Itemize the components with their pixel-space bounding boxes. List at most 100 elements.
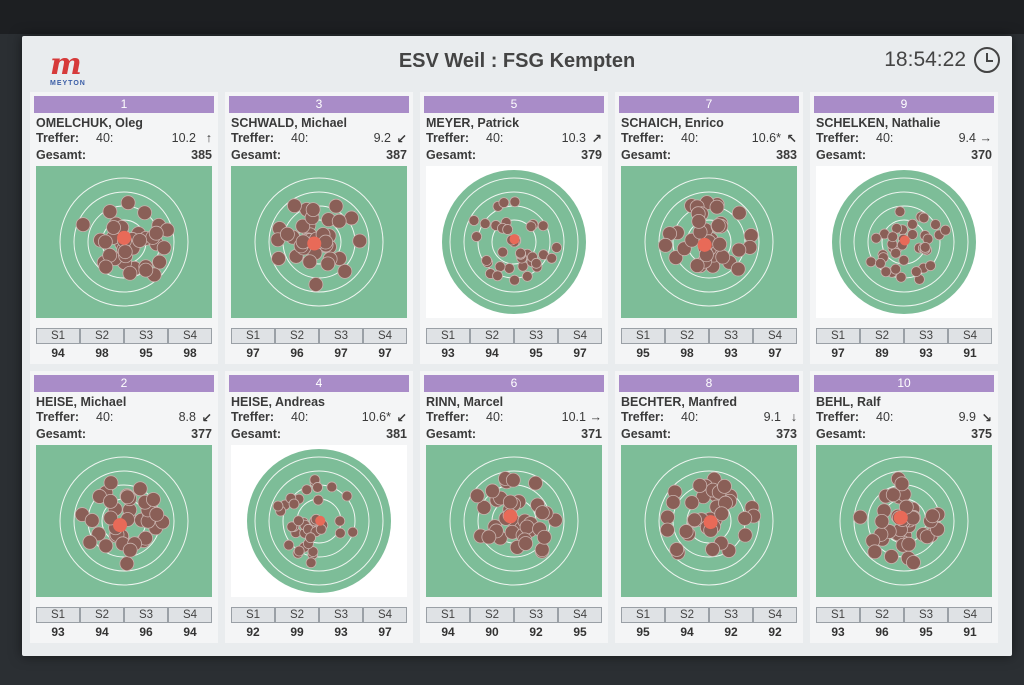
series-label: S1: [231, 607, 275, 623]
shot-marker: [103, 493, 118, 509]
shot-marker: [283, 539, 295, 551]
last-shot-marker: [899, 235, 910, 246]
treffer-label: Treffer:: [36, 131, 80, 145]
target-view: [36, 166, 212, 318]
direction-arrow-icon: ↑: [205, 131, 212, 145]
shot-marker: [481, 255, 492, 266]
shot-marker: [471, 231, 482, 242]
series-score: 91: [963, 346, 977, 360]
lane-card-2: 2 HEISE, Michael Treffer: 40: 8.8 ↙ Gesamt: 377…: [30, 371, 218, 643]
shot-marker: [870, 232, 882, 244]
series-score: 92: [768, 625, 782, 639]
last-shot-marker: [315, 515, 326, 526]
shot-marker: [852, 509, 868, 525]
shot-marker: [874, 257, 886, 269]
shot-marker: [97, 234, 113, 250]
series-label: S3: [514, 328, 558, 344]
lane-number: 3: [229, 96, 409, 113]
last-shot-marker: [503, 509, 518, 524]
series-score: 95: [636, 346, 650, 360]
series-score: 92: [529, 625, 543, 639]
direction-arrow-icon: ↙: [201, 411, 212, 425]
series-score: 94: [485, 346, 499, 360]
target-icon: [832, 170, 976, 314]
lane-number: 9: [814, 96, 994, 113]
direction-arrow-icon: ↓: [790, 410, 797, 424]
shot-marker: [479, 218, 491, 229]
series-score: 97: [246, 346, 260, 360]
total-score: 377: [191, 427, 212, 441]
series-scores: 95 94 92 92: [621, 625, 797, 641]
shot-marker: [149, 506, 165, 522]
target-icon: [247, 449, 391, 593]
shot-marker: [712, 236, 728, 252]
series-label: S2: [665, 607, 709, 623]
series-scores: 94 98 95 98: [36, 346, 212, 362]
last-shot-value: 9.1: [763, 410, 781, 424]
shot-marker: [901, 536, 917, 552]
shot-marker: [885, 487, 901, 503]
shot-marker: [910, 266, 922, 277]
last-shot-value: 9.2: [373, 131, 391, 145]
series-label: S3: [124, 607, 168, 623]
target-icon: [36, 166, 212, 318]
shot-count: 40:: [486, 410, 504, 424]
shot-marker: [312, 482, 323, 493]
shot-marker: [509, 274, 520, 286]
target-icon: [426, 445, 602, 597]
series-score: 95: [919, 625, 933, 639]
target-view: [231, 166, 407, 318]
target-icon: [442, 170, 586, 314]
series-score: 91: [963, 625, 977, 639]
series-score: 93: [51, 625, 65, 639]
treffer-label: Treffer:: [231, 131, 275, 145]
shot-marker: [302, 254, 318, 270]
last-shot-marker: [117, 230, 132, 245]
series-score: 92: [724, 625, 738, 639]
shot-marker: [874, 513, 890, 529]
shot-marker: [730, 261, 746, 277]
series-label: S2: [275, 328, 319, 344]
shooter-name: HEISE, Andreas: [231, 395, 326, 409]
direction-arrow-icon: ↙: [396, 411, 407, 425]
gesamt-label: Gesamt:: [36, 148, 87, 162]
series-scores: 97 89 93 91: [816, 346, 992, 362]
lane-card-6: 6 RINN, Marcel Treffer: 40: 10.1 → Gesamt: 371 S…: [420, 371, 608, 643]
lane-number: 4: [229, 375, 409, 392]
shooter-name: MEYER, Patrick: [426, 116, 520, 130]
series-score: 97: [334, 346, 348, 360]
series-header: S1 S2 S3 S4: [816, 328, 992, 344]
lane-number: 7: [619, 96, 799, 113]
shot-marker: [469, 488, 485, 504]
last-shot-marker: [307, 236, 322, 251]
treffer-row: Treffer: 40: 10.1 →: [426, 409, 602, 426]
series-label: S3: [904, 607, 948, 623]
shot-marker: [737, 511, 753, 526]
last-shot-marker: [697, 237, 712, 252]
shooter-name: SCHAICH, Enrico: [621, 116, 724, 130]
gesamt-label: Gesamt:: [816, 148, 867, 162]
shot-marker: [907, 218, 918, 230]
series-scores: 97 96 97 97: [231, 346, 407, 362]
lane-card-1: 1 OMELCHUK, Oleg Treffer: 40: 10.2 ↑ Gesamt: 38…: [30, 92, 218, 364]
shot-marker: [272, 500, 284, 512]
series-label: S2: [470, 607, 514, 623]
series-label: S2: [80, 607, 124, 623]
shot-marker: [503, 263, 515, 274]
lane-card-5: 5 MEYER, Patrick Treffer: 40: 10.3 ↗ Gesamt: 37…: [420, 92, 608, 364]
series-label: S3: [709, 328, 753, 344]
shot-marker: [880, 266, 892, 278]
shot-marker: [660, 509, 675, 525]
series-label: S3: [709, 607, 753, 623]
shot-marker: [918, 212, 930, 224]
total-score: 385: [191, 148, 212, 162]
shot-marker: [498, 197, 510, 208]
series-score: 93: [724, 346, 738, 360]
header: m MEYTON ESV Weil : FSG Kempten 18:54:22: [22, 36, 1012, 92]
shot-marker: [132, 481, 148, 497]
treffer-row: Treffer: 40: 9.2 ↙: [231, 130, 407, 147]
last-shot-value: 10.1: [561, 410, 586, 424]
shot-marker: [919, 529, 935, 545]
lane-card-8: 8 BECHTER, Manfred Treffer: 40: 9.1 ↓ Gesamt: 3…: [615, 371, 803, 643]
shot-marker: [534, 505, 550, 521]
